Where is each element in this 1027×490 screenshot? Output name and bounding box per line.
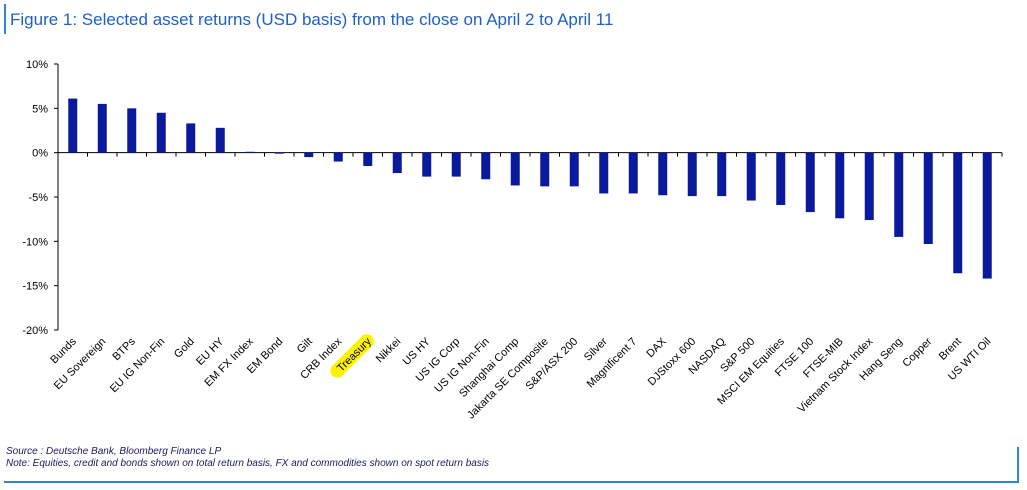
- x-tick-label: S&P/ASX 200: [523, 336, 580, 393]
- bar: [363, 152, 373, 166]
- bar: [156, 112, 166, 153]
- bar: [451, 152, 461, 177]
- bar: [923, 152, 933, 244]
- figure-footer: Source : Deutsche Bank, Bloomberg Financ…: [6, 446, 489, 470]
- bar: [687, 152, 697, 197]
- bar: [245, 151, 255, 153]
- bar: [422, 152, 432, 177]
- bar: [776, 152, 786, 205]
- frame-bottom-border: [4, 481, 1019, 483]
- bar: [835, 152, 845, 219]
- bar: [274, 152, 284, 154]
- x-tick-label: Gilt: [295, 336, 315, 356]
- bar: [864, 152, 874, 221]
- x-tick-label: Copper: [900, 335, 934, 369]
- bar: [510, 152, 520, 186]
- x-tick-label: BTPs: [110, 335, 138, 363]
- x-tick-label: EU Sovereign: [52, 336, 108, 392]
- bar: [127, 108, 137, 153]
- x-tick-label: Brent: [937, 336, 964, 363]
- bar: [215, 127, 225, 153]
- figure-title: Figure 1: Selected asset returns (USD ba…: [10, 10, 614, 29]
- source-text: Source : Deutsche Bank, Bloomberg Financ…: [6, 446, 222, 457]
- frame-right-border: [1017, 447, 1019, 483]
- y-tick-label: 5%: [32, 103, 48, 115]
- bar: [628, 152, 638, 194]
- y-tick-label: -5%: [28, 192, 48, 204]
- bar: [746, 152, 756, 201]
- bar: [392, 152, 402, 174]
- bar: [717, 152, 727, 197]
- note-text: Note: Equities, credit and bonds shown o…: [6, 458, 490, 469]
- bar: [481, 152, 491, 180]
- bar: [97, 103, 107, 153]
- figure-frame: [4, 4, 1019, 483]
- bar: [333, 152, 343, 162]
- y-tick-label: -10%: [22, 236, 48, 248]
- bar: [658, 152, 668, 196]
- frame-left-border: [4, 4, 6, 34]
- bar: [805, 152, 815, 213]
- y-tick-label: 10%: [26, 59, 48, 71]
- bar: [953, 152, 963, 274]
- bar: [540, 152, 550, 187]
- x-tick-label: EU IG Non-Fin: [108, 336, 167, 395]
- y-tick-label: 0%: [32, 148, 48, 160]
- x-tick-label: Nikkei: [374, 336, 404, 366]
- bar: [569, 152, 579, 187]
- bar: [982, 152, 992, 279]
- y-tick-label: -20%: [22, 325, 48, 337]
- bar: [304, 152, 314, 158]
- treasury-highlight: [330, 334, 374, 378]
- bar: [599, 152, 609, 194]
- y-tick-label: -15%: [22, 281, 48, 293]
- bar: [68, 98, 78, 153]
- x-tick-label: Gold: [172, 336, 197, 361]
- x-tick-label: DAX: [644, 335, 669, 360]
- bar: [186, 123, 196, 153]
- bar: [894, 152, 904, 237]
